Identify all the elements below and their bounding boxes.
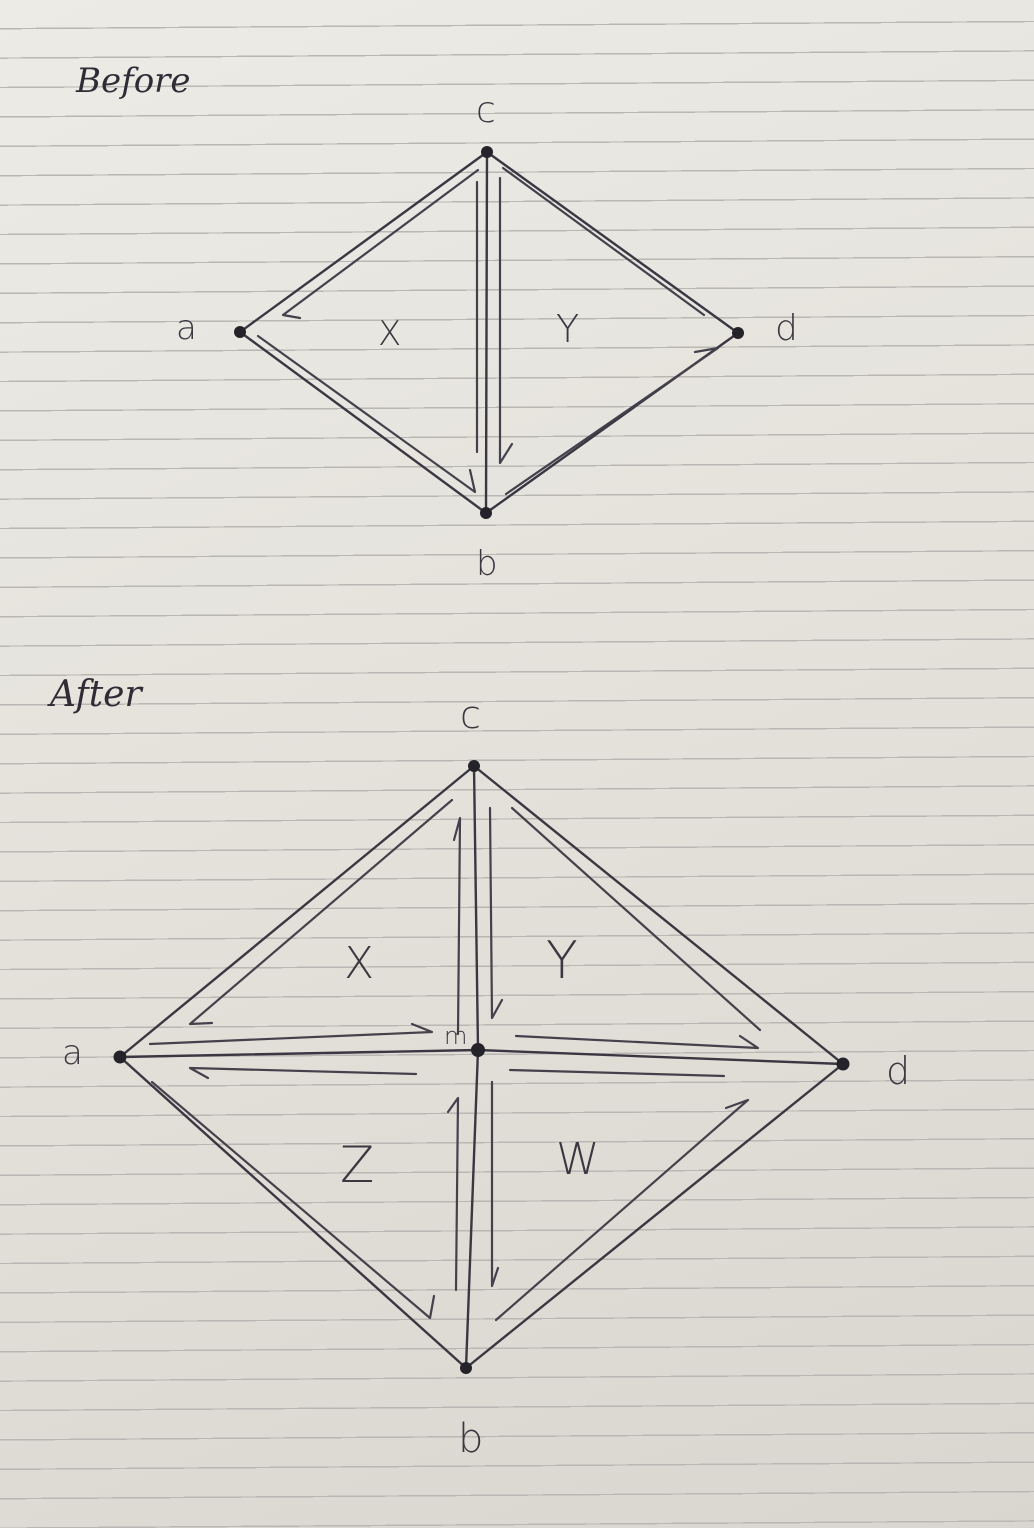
edge-d-b <box>464 1062 845 1370</box>
half-edge-arrow <box>148 1022 434 1046</box>
face-label-x: X <box>378 314 401 354</box>
half-edge-arrow <box>501 166 706 317</box>
after-diagram: After a c d b <box>47 674 910 1462</box>
half-edge-arrow <box>494 1098 750 1322</box>
vertex-a <box>113 1050 127 1064</box>
vertex-label-c: c <box>476 90 496 131</box>
half-edge-arrow <box>188 798 454 1026</box>
half-edge-arrow <box>514 1034 760 1050</box>
half-edge-arrow <box>256 334 477 494</box>
vertex-m <box>471 1043 485 1057</box>
vertex-label-d: d <box>886 1049 910 1093</box>
face-label-w: W <box>556 1134 600 1185</box>
edge-c-b <box>484 150 489 515</box>
face-label-y: Y <box>546 931 578 991</box>
after-heading: After <box>47 674 143 715</box>
vertex-label-b: b <box>476 544 498 584</box>
vertex-c <box>481 146 493 158</box>
half-edge-arrow <box>446 1096 460 1292</box>
face-label-y: Y <box>556 307 579 351</box>
edge-b-a <box>118 1055 468 1370</box>
edge-a-c <box>118 764 476 1059</box>
edge-b-a <box>238 330 488 515</box>
edge-c-m <box>472 764 480 1052</box>
half-edge-arrow <box>508 1068 726 1078</box>
vertex-label-c: c <box>460 693 481 737</box>
vertex-b <box>480 507 492 519</box>
half-edge-arrow <box>188 1066 418 1080</box>
before-diagram: Before a c d b X Y <box>75 61 798 584</box>
vertex-label-a: a <box>176 308 197 348</box>
vertex-label-a: a <box>62 1033 83 1073</box>
vertex-label-b: b <box>458 1416 483 1462</box>
face-label-z: Z <box>340 1136 374 1194</box>
vertex-d <box>732 327 744 339</box>
edge-c-d <box>472 764 845 1066</box>
half-edge-arrow <box>510 806 762 1032</box>
half-edge-arrow <box>504 346 720 496</box>
edge-a-c <box>238 150 489 334</box>
half-edge-arrow <box>452 816 462 1036</box>
vertex-b <box>460 1362 472 1374</box>
face-label-x: X <box>344 938 374 989</box>
vertex-label-d: d <box>775 308 798 349</box>
edge-a-m <box>118 1048 480 1059</box>
before-heading: Before <box>75 61 191 101</box>
edge-m-b <box>464 1048 480 1370</box>
vertex-d <box>836 1057 850 1071</box>
half-edge-arrow <box>488 806 504 1020</box>
vertex-label-m: m <box>444 1022 467 1050</box>
edge-m-d <box>476 1048 845 1066</box>
edge-c-d <box>485 150 740 335</box>
half-edge-arrow <box>281 168 480 320</box>
vertex-a <box>234 326 246 338</box>
vertex-c <box>468 760 480 772</box>
half-edge-arrow <box>490 1080 500 1288</box>
half-edge-arrow <box>150 1080 436 1320</box>
half-edge-arrow <box>498 176 514 465</box>
